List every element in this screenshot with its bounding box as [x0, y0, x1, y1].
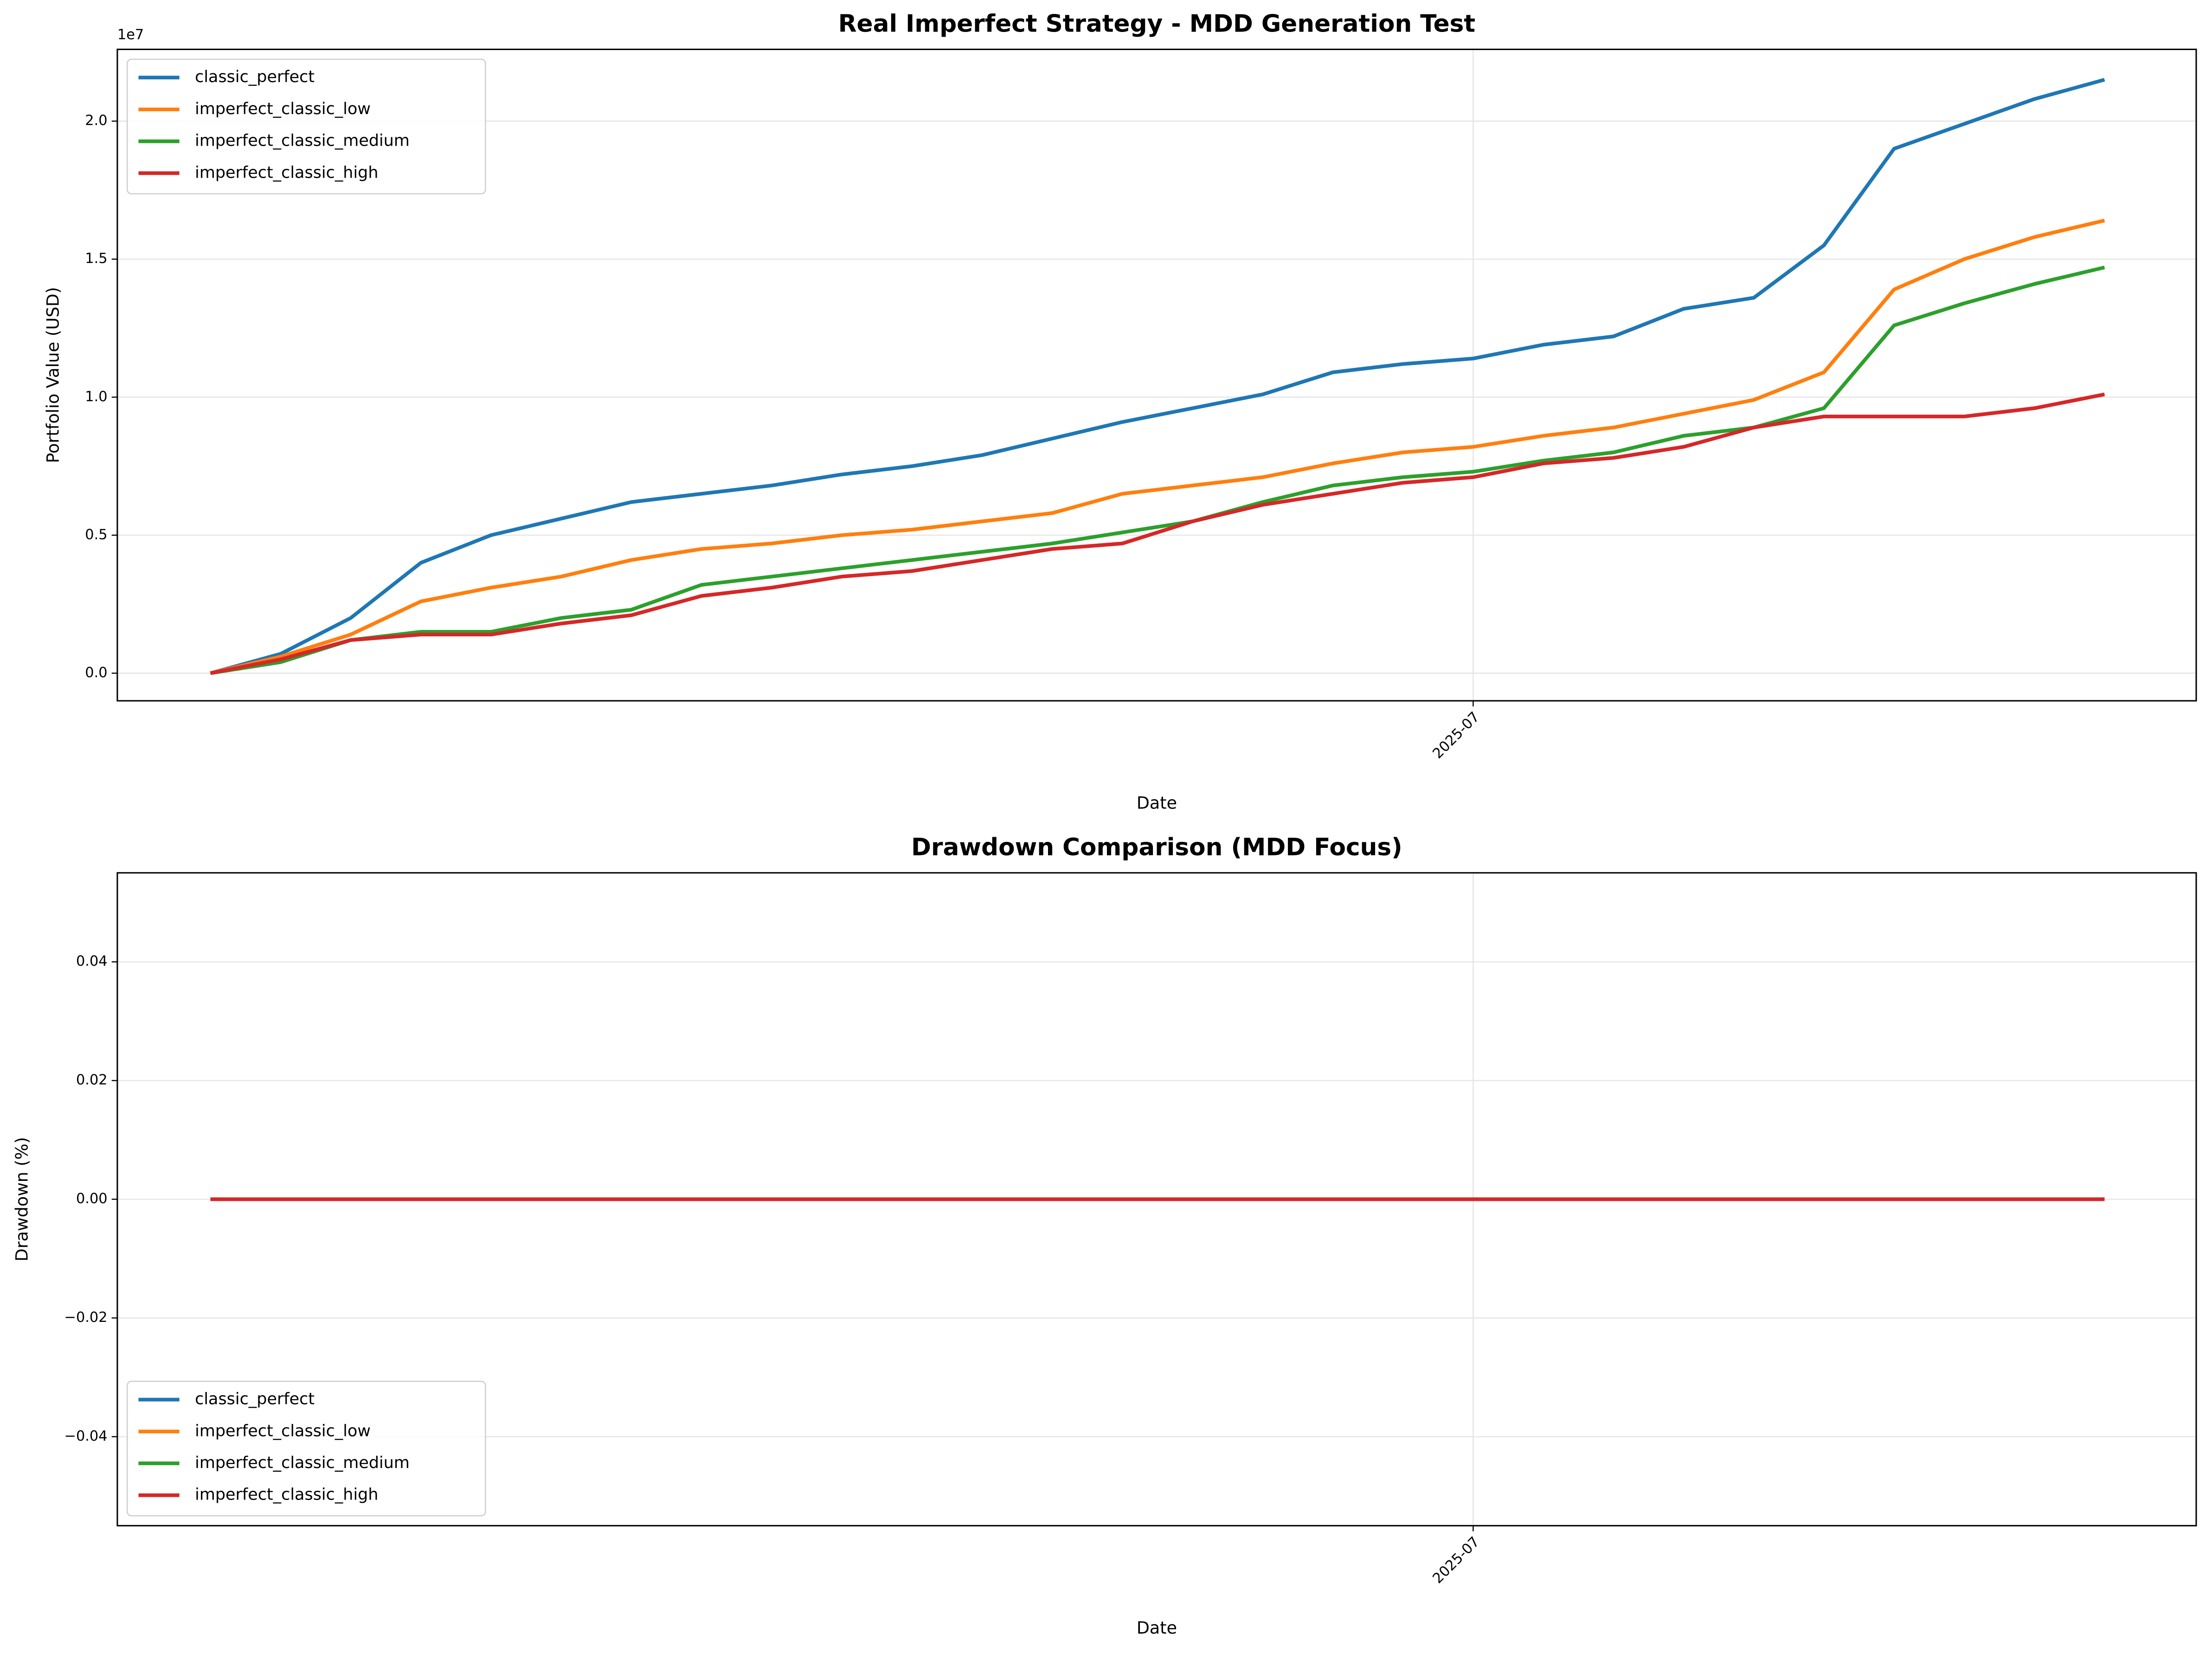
x-tick-label: 2025-07 — [1430, 709, 1483, 762]
legend-label: imperfect_classic_high — [195, 1486, 378, 1504]
y-axis-label: Drawdown (%) — [12, 1137, 32, 1261]
legend-label: imperfect_classic_low — [195, 1422, 371, 1440]
axes-frame — [116, 872, 2197, 1526]
x-axis-label: Date — [1137, 793, 1177, 813]
legend-label: imperfect_classic_medium — [195, 132, 410, 150]
x-tick-label: 2025-07 — [1430, 1534, 1483, 1587]
series-line — [210, 392, 2105, 675]
legend-label: imperfect_classic_medium — [195, 1454, 410, 1472]
y-tick-label: 0.5 — [85, 526, 107, 543]
legend-label: classic_perfect — [195, 1390, 315, 1409]
y-tick-label: 2.0 — [85, 113, 107, 129]
y-tick-label: −0.04 — [64, 1428, 107, 1444]
y-tick-label: 0.02 — [76, 1072, 108, 1088]
series-line — [210, 265, 2105, 675]
y-tick-label: 1.0 — [85, 389, 107, 405]
chart-title: Drawdown Comparison (MDD Focus) — [911, 833, 1402, 861]
legend-label: imperfect_classic_low — [195, 100, 371, 118]
y-tick-label: 1.5 — [85, 250, 107, 267]
y-tick-label: 0.0 — [85, 665, 107, 681]
axes-frame — [116, 48, 2197, 702]
y-tick-label: −0.02 — [64, 1309, 107, 1326]
legend-box — [126, 58, 486, 194]
legend-label: imperfect_classic_high — [195, 163, 378, 182]
series-line — [210, 218, 2105, 675]
y-axis-label: Portfolio Value (USD) — [43, 287, 63, 463]
series-line — [210, 78, 2105, 675]
x-axis-label: Date — [1137, 1618, 1177, 1638]
legend-box — [126, 1380, 486, 1517]
y-offset-label: 1e7 — [117, 27, 144, 43]
y-tick-label: 0.04 — [76, 953, 108, 969]
legend-label: classic_perfect — [195, 68, 315, 86]
y-tick-label: 0.00 — [76, 1191, 108, 1207]
chart-title: Real Imperfect Strategy - MDD Generation… — [838, 10, 1475, 38]
